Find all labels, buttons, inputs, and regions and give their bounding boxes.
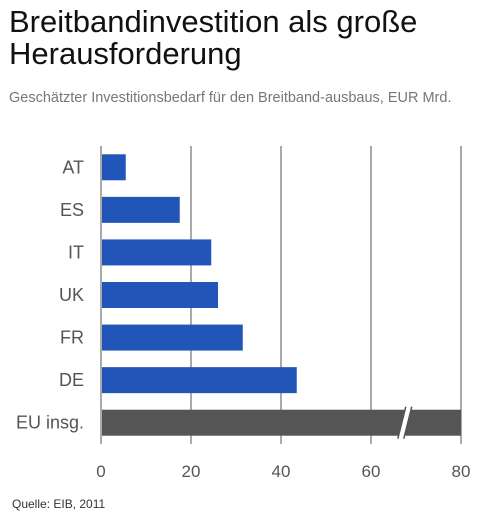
x-axis-tick-labels: 0 20 40 60 80	[96, 462, 470, 481]
axis-break-mark-right	[403, 406, 413, 439]
axis-break-mark-left	[397, 406, 407, 439]
x-tick-label-4: 80	[452, 462, 471, 481]
x-tick-label-1: 20	[182, 462, 201, 481]
bar-de	[102, 367, 297, 394]
x-tick-label-0: 0	[96, 462, 105, 481]
category-label-4: FR	[60, 328, 84, 348]
bar-at	[102, 154, 126, 181]
category-label-0: AT	[62, 157, 84, 177]
category-labels: AT ES IT UK FR DE EU insg.	[16, 157, 84, 432]
bar-uk	[102, 282, 218, 308]
category-label-1: ES	[60, 200, 84, 220]
bar-fr	[102, 324, 243, 351]
category-label-6: EU insg.	[16, 413, 84, 433]
chart-subtitle: Geschätzter Investitionsbedarf für den B…	[9, 90, 452, 106]
category-label-5: DE	[59, 370, 84, 390]
x-tick-label-2: 40	[272, 462, 291, 481]
source-note: Quelle: EIB, 2011	[12, 497, 106, 511]
bars	[102, 154, 461, 439]
bar-it	[102, 239, 212, 266]
category-label-2: IT	[68, 242, 84, 262]
chart-title: Breitbandinvestition als große Herausfor…	[9, 4, 418, 71]
axis-break-gap	[397, 406, 412, 439]
bar-es	[102, 196, 180, 223]
x-tick-label-3: 60	[362, 462, 381, 481]
category-label-3: UK	[59, 285, 84, 305]
gridlines	[100, 146, 462, 444]
